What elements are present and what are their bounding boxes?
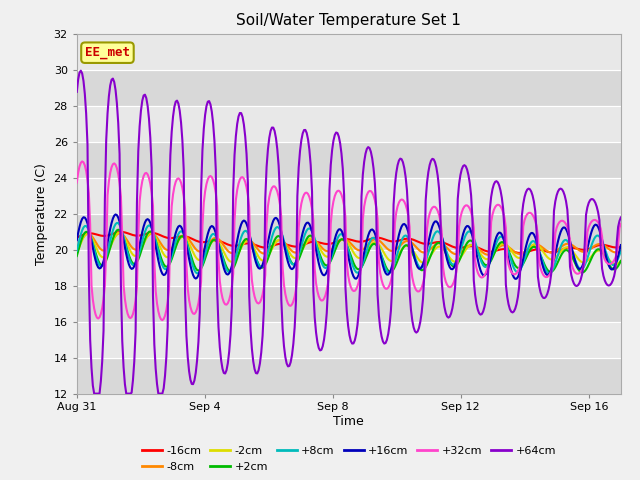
Bar	[77, 286, 621, 322]
Bar	[77, 34, 621, 70]
Legend: -16cm, -8cm, -2cm, +2cm, +8cm, +16cm, +32cm, +64cm: -16cm, -8cm, -2cm, +2cm, +8cm, +16cm, +3…	[141, 446, 556, 471]
Bar	[77, 178, 621, 214]
Bar	[77, 142, 621, 178]
X-axis label: Time: Time	[333, 415, 364, 428]
Bar	[77, 70, 621, 106]
Bar	[77, 250, 621, 286]
Text: EE_met: EE_met	[85, 46, 130, 59]
Title: Soil/Water Temperature Set 1: Soil/Water Temperature Set 1	[236, 13, 461, 28]
Bar	[77, 106, 621, 142]
Bar	[77, 214, 621, 250]
Bar	[77, 358, 621, 394]
Bar	[77, 322, 621, 358]
Y-axis label: Temperature (C): Temperature (C)	[35, 163, 48, 264]
